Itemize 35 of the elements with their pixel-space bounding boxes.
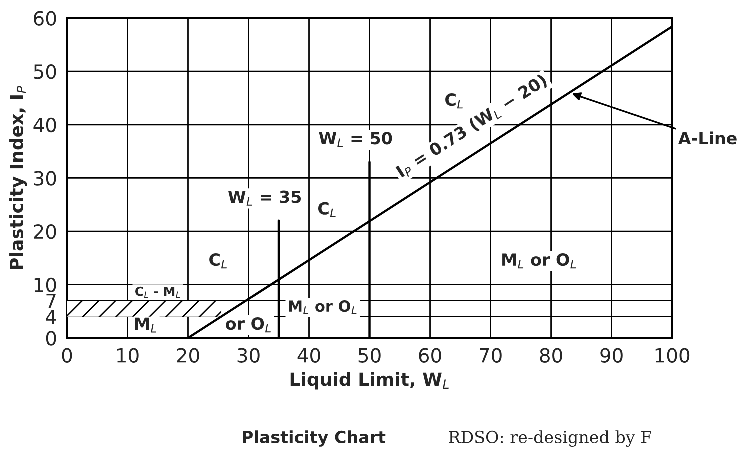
x-tick-label: 100 [656, 348, 690, 363]
y-tick-label: 4 [46, 310, 56, 324]
x-tick-label: 80 [540, 348, 562, 363]
x-tick-label: 90 [600, 348, 623, 363]
x-tick-label: 10 [118, 348, 139, 363]
x-tick-label: 30 [238, 348, 260, 363]
annotation: A-Line [678, 132, 737, 145]
y-tick-label: 20 [34, 224, 56, 240]
y-axis-title: Plasticity Index, I$_{P}$ [10, 86, 28, 270]
y-tick-label: 40 [34, 118, 56, 133]
x-tick-label: 20 [177, 348, 200, 363]
x-axis-title: Liquid Limit, W$_{L}$ [290, 372, 449, 390]
annotation: M$_{L}$ or O$_{L}$ [502, 254, 576, 269]
annotation: C$_{L}$ [446, 94, 463, 109]
y-tick-label: 30 [34, 171, 56, 186]
text: Plasticity Chart [243, 430, 386, 447]
annotation: W$_{L}$ = 35 [228, 190, 302, 206]
x-tick-label: 0 [62, 348, 72, 363]
x-tick-label: 40 [298, 348, 320, 363]
annotation: C$_{L}$ [318, 202, 336, 218]
annotation: C$_{L}$ - M$_{L}$ [135, 286, 180, 298]
annotation: M$_{L}$ or O$_{L}$ [289, 300, 357, 314]
x-tick-label: 70 [480, 348, 502, 363]
text: RDSO: re-designed by F [449, 430, 652, 447]
x-tick-label: 50 [358, 348, 381, 363]
annotation: C$_{L}$ [210, 254, 227, 269]
y-tick-label: 10 [34, 278, 56, 293]
y-tick-label: 50 [34, 64, 56, 80]
y-tick-label: 7 [46, 294, 56, 308]
y-tick-label: 60 [34, 11, 56, 26]
annotation: or O$_{L}$ [226, 317, 271, 333]
x-tick-label: 60 [419, 348, 442, 363]
y-tick-label: 0 [46, 331, 56, 346]
annotation: M$_{L}$ [136, 318, 157, 333]
annotation: W$_{L}$ = 50 [319, 132, 392, 148]
